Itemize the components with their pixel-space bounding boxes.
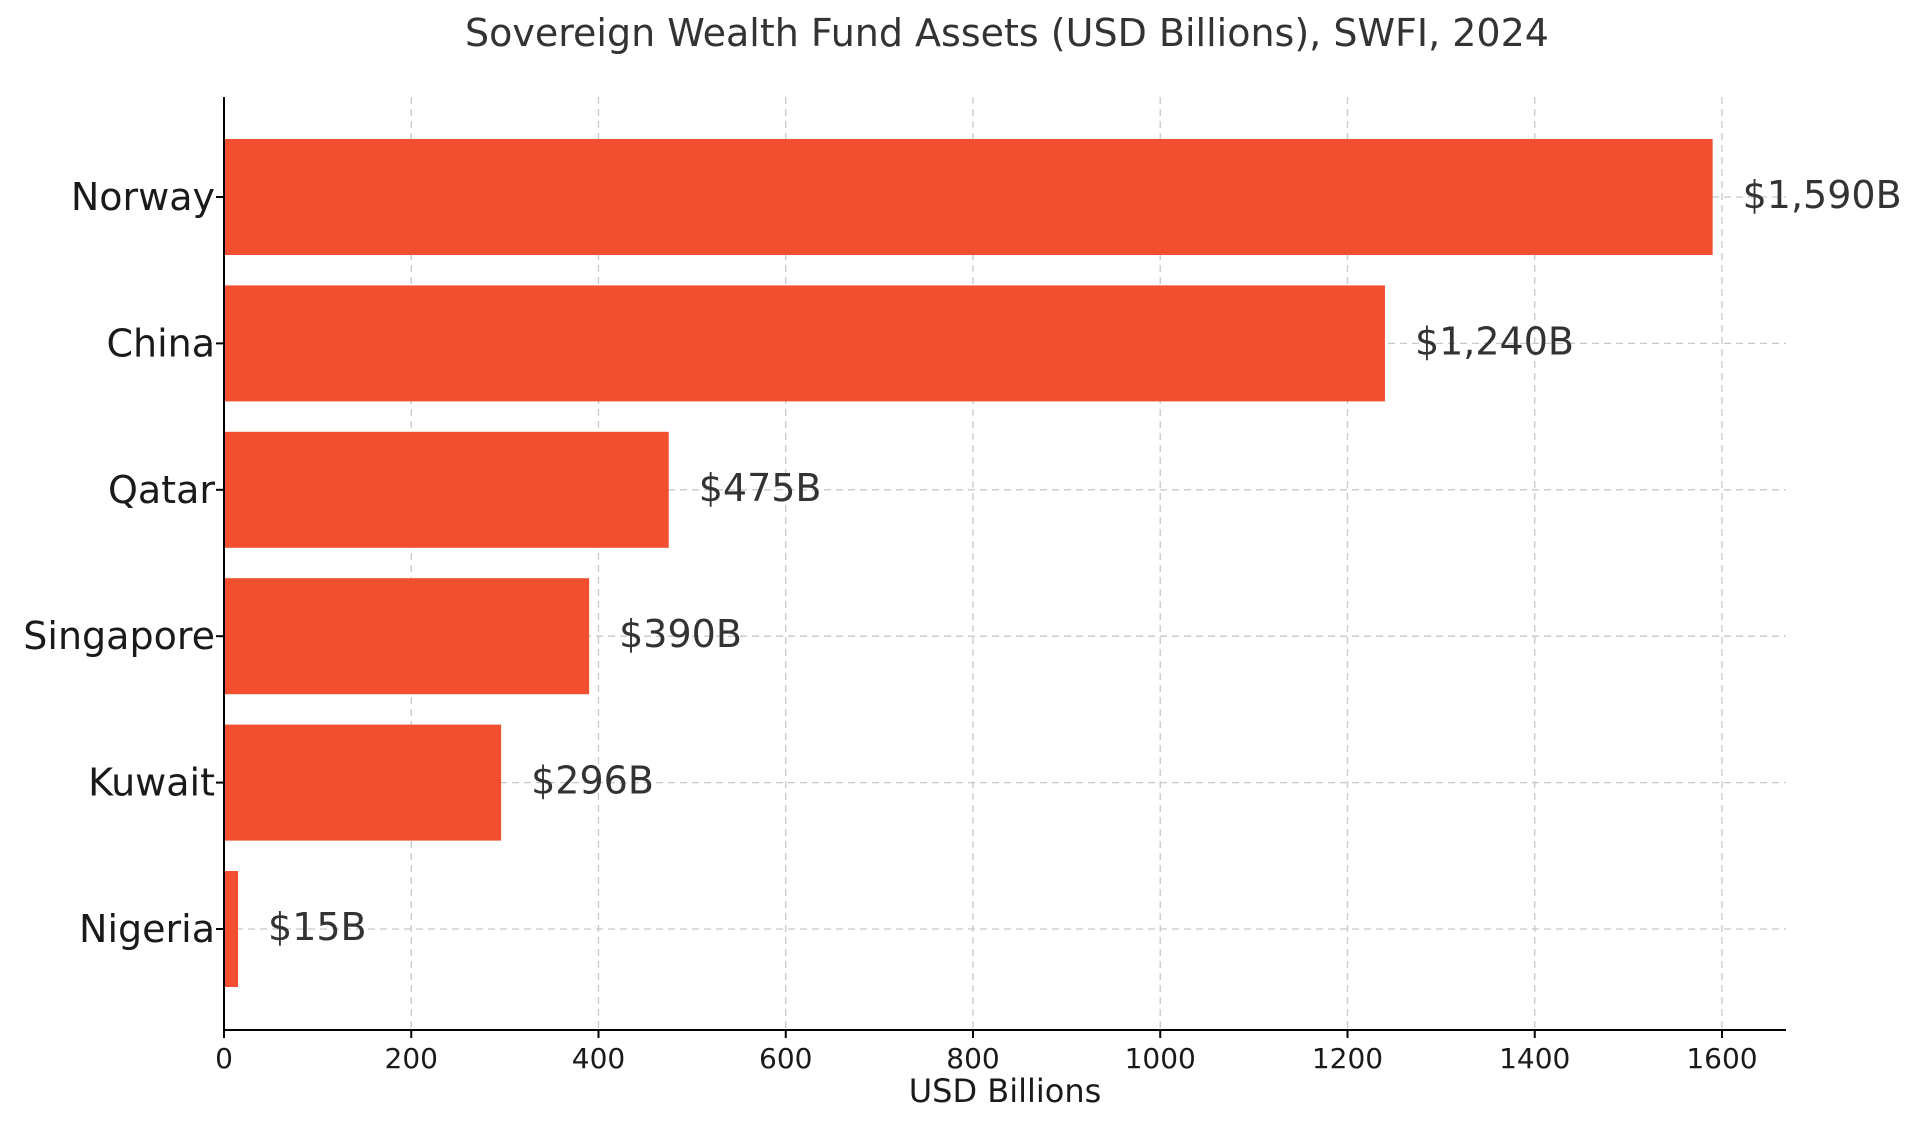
data-labels: $1,590B $1,240B $475B $390B $296B $15B (268, 173, 1902, 949)
bar-singapore (224, 578, 590, 695)
bar-kuwait (224, 724, 502, 841)
category-label: Nigeria (79, 907, 215, 951)
x-tick-label: 400 (572, 1042, 625, 1075)
data-label: $1,240B (1415, 319, 1574, 363)
data-label: $390B (619, 612, 742, 656)
category-label: Kuwait (88, 761, 215, 805)
bar-nigeria (224, 871, 239, 987)
data-label: $1,590B (1743, 173, 1902, 217)
category-label: Norway (71, 175, 215, 219)
bar-china (224, 285, 1385, 402)
x-axis-label: USD Billions (909, 1072, 1102, 1110)
x-tick-label: 1400 (1499, 1042, 1570, 1075)
x-tick-label: 600 (759, 1042, 812, 1075)
x-tick-label: 0 (215, 1042, 233, 1075)
category-label: Qatar (108, 468, 215, 512)
x-tick-label: 1200 (1312, 1042, 1383, 1075)
data-label: $296B (531, 759, 654, 803)
x-tick-label: 1000 (1125, 1042, 1196, 1075)
bars (224, 139, 1713, 987)
x-tick-label: 200 (385, 1042, 438, 1075)
data-label: $475B (699, 466, 822, 510)
x-tick-label: 1600 (1686, 1042, 1757, 1075)
chart-title: Sovereign Wealth Fund Assets (USD Billio… (465, 11, 1549, 55)
x-ticks: 0 200 400 600 800 1000 1200 1400 1600 (215, 196, 1758, 1075)
axes (223, 97, 1786, 1031)
data-label: $15B (268, 905, 367, 949)
category-label: Singapore (23, 614, 215, 658)
category-labels: Norway China Qatar Singapore Kuwait Nigeria (23, 175, 215, 951)
bar-norway (224, 139, 1713, 255)
x-tick-label: 800 (946, 1042, 999, 1075)
category-label: China (106, 321, 215, 365)
bar-qatar (224, 431, 669, 548)
